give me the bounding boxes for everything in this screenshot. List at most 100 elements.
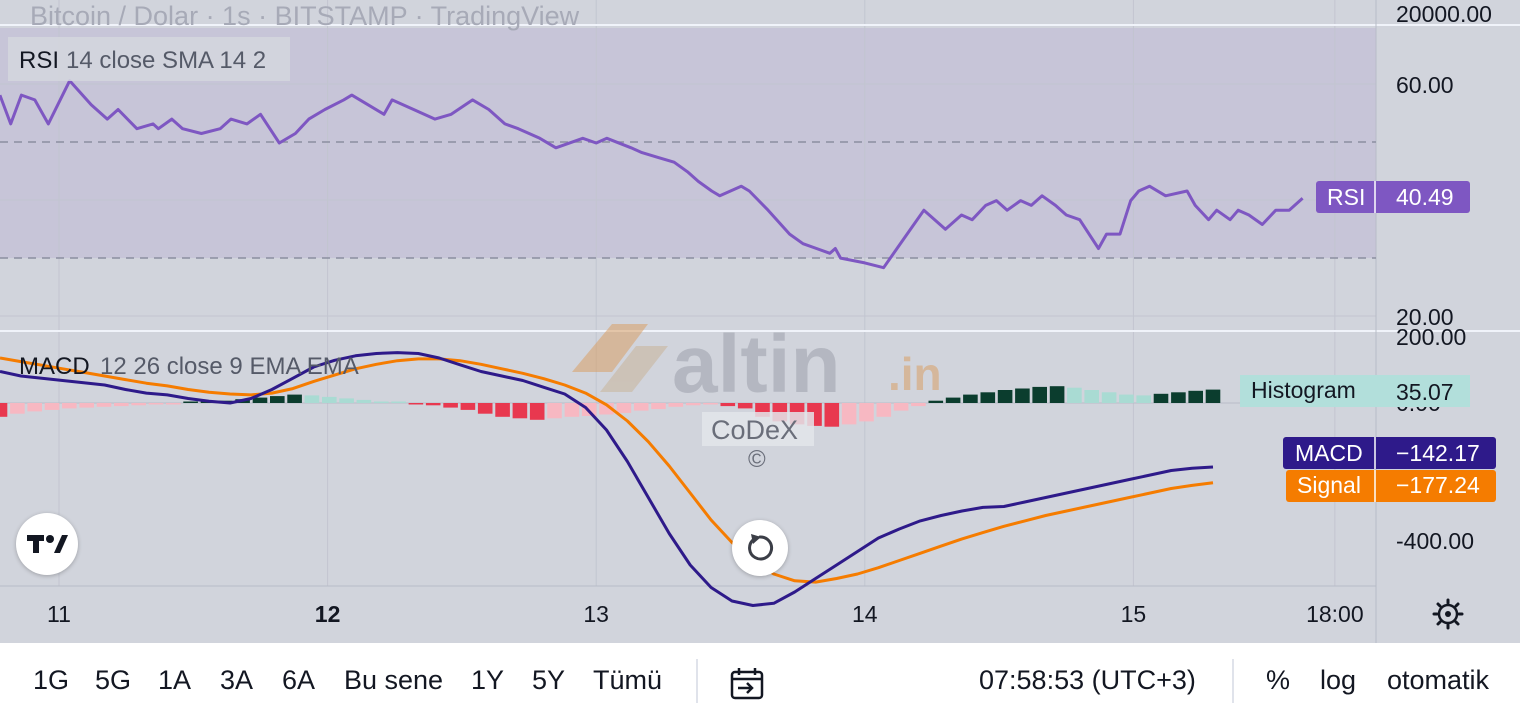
histogram-bar [10, 403, 25, 414]
histogram-bar [166, 403, 181, 405]
watermark-logo-mark [572, 324, 648, 372]
histogram-bar [651, 403, 666, 410]
macd-tag-value: −142.17 [1396, 440, 1480, 466]
range-1y-button[interactable]: 1Y [471, 665, 505, 695]
macd-series-line [0, 351, 1214, 607]
histogram-bar [564, 403, 580, 417]
signal-tag-value: −177.24 [1396, 472, 1480, 498]
watermark-brand-suffix: .in [888, 348, 942, 400]
rsi-value-tag: RSI 40.49 [1316, 181, 1470, 213]
bottom-toolbar: 1G 5G 1A 3A 6A Bu sene 1Y 5Y Tümü 07:58:… [0, 643, 1520, 720]
histogram-bar [304, 395, 320, 403]
histogram-bar [322, 396, 337, 403]
price-axis-top-label: 20000.00 [1396, 1, 1492, 27]
watermark-logo: altin .in [572, 319, 942, 410]
histogram-bar [529, 403, 545, 420]
histogram-bar [374, 401, 389, 403]
time-axis-label: 15 [1121, 601, 1147, 627]
range-1a-button[interactable]: 1A [158, 665, 192, 695]
macd-value-tag: MACD −142.17 [1283, 437, 1496, 469]
clock-timezone[interactable]: 07:58:53 (UTC+3) [979, 665, 1196, 695]
histogram-bar [1049, 386, 1065, 403]
rsi-line [0, 79, 1304, 270]
range-5y-button[interactable]: 5Y [532, 665, 566, 695]
rsi-legend-params[interactable]: 14 close SMA 14 2 [66, 47, 266, 74]
gear-ring [1437, 603, 1459, 625]
log-scale-toggle[interactable]: log [1320, 665, 1357, 695]
reset-chart-icon [748, 534, 774, 561]
histogram-bar [408, 403, 424, 405]
rsi-axis-label-20: 20.00 [1396, 304, 1454, 330]
macd-lines [0, 351, 1214, 607]
signal-tag-bg [1286, 470, 1496, 502]
time-axis-label: 11 [47, 601, 71, 627]
histogram-bar [633, 403, 649, 411]
rsi-tag-value: 40.49 [1396, 184, 1454, 210]
histogram-bar [668, 403, 684, 407]
rsi-legend-name[interactable]: RSI [19, 47, 59, 74]
histogram-bar [893, 403, 909, 411]
signal-value-tag: Signal −177.24 [1286, 470, 1496, 502]
time-axis-label: 14 [852, 601, 878, 627]
range-ytd-button[interactable]: Bu sene [344, 665, 444, 695]
histogram-bar [252, 397, 268, 403]
histogram-bar [720, 403, 736, 407]
range-6a-button[interactable]: 6A [282, 665, 316, 695]
histogram-bar [287, 394, 302, 403]
histogram-bar [737, 403, 753, 409]
settings-gear-icon[interactable] [1432, 598, 1464, 630]
macd-tag-bg [1283, 437, 1496, 469]
histogram-bar [425, 403, 441, 406]
histogram-bar [0, 403, 8, 417]
histogram-bar [79, 403, 94, 408]
toolbar-divider-2 [1232, 659, 1234, 703]
histogram-bar [841, 403, 857, 425]
histogram-bar [599, 403, 614, 415]
calendar-goto-icon[interactable] [729, 667, 765, 708]
histogram-tag-label: Histogram [1251, 377, 1356, 403]
rsi-tag-label: RSI [1327, 184, 1365, 210]
histogram-bar [928, 400, 944, 403]
percent-scale-toggle[interactable]: % [1266, 665, 1291, 695]
histogram-bar [876, 403, 892, 417]
signal-series-line [0, 356, 1214, 584]
histogram-bar [703, 403, 718, 405]
histogram-bar [131, 403, 146, 406]
histogram-bar [495, 403, 510, 417]
range-5g-button[interactable]: 5G [95, 665, 132, 695]
range-1g-button[interactable]: 1G [33, 665, 70, 695]
histogram-bar [148, 403, 164, 405]
copyright-symbol: © [748, 446, 766, 473]
macd-legend-params[interactable]: 12 26 close 9 EMA EMA [100, 353, 359, 380]
reset-chart-button[interactable] [732, 520, 788, 576]
histogram-bar [859, 403, 874, 422]
chart-title-faded: Bitcoin / Dolar · 1s · BITSTAMP · Tradin… [30, 1, 580, 31]
histogram-bar [1119, 394, 1134, 403]
histogram-bar [547, 403, 562, 419]
gear-teeth [1432, 598, 1464, 630]
range-3a-button[interactable]: 3A [220, 665, 254, 695]
tradingview-logo-icon[interactable] [16, 513, 78, 575]
watermark-logo-mark2 [600, 346, 668, 392]
auto-scale-toggle[interactable]: otomatik [1387, 665, 1490, 695]
time-axis[interactable]: 11 12 13 14 15 18:00 [47, 601, 1364, 627]
histogram-bar [1101, 392, 1117, 403]
histogram-bar [477, 403, 493, 414]
range-all-button[interactable]: Tümü [593, 665, 663, 695]
macd-legend-name[interactable]: MACD [19, 353, 90, 380]
histogram-bar [183, 401, 198, 403]
histogram-bar [356, 399, 372, 403]
histogram-bar [27, 403, 42, 412]
chart-canvas[interactable]: Bitcoin / Dolar · 1s · BITSTAMP · Tradin… [0, 0, 1520, 643]
rsi-axis-label-60: 60.00 [1396, 72, 1454, 98]
histogram-bar [945, 397, 961, 403]
histogram-bar [62, 403, 77, 409]
histogram-bar [96, 403, 112, 407]
histogram-bar [997, 390, 1013, 403]
histogram-tag-value: 35.07 [1396, 379, 1454, 405]
histogram-bar [1171, 392, 1186, 403]
rsi-legend-bg [8, 37, 290, 81]
histogram-bar [270, 396, 285, 403]
toolbar-divider [696, 659, 698, 703]
grid-lines [0, 0, 1376, 586]
